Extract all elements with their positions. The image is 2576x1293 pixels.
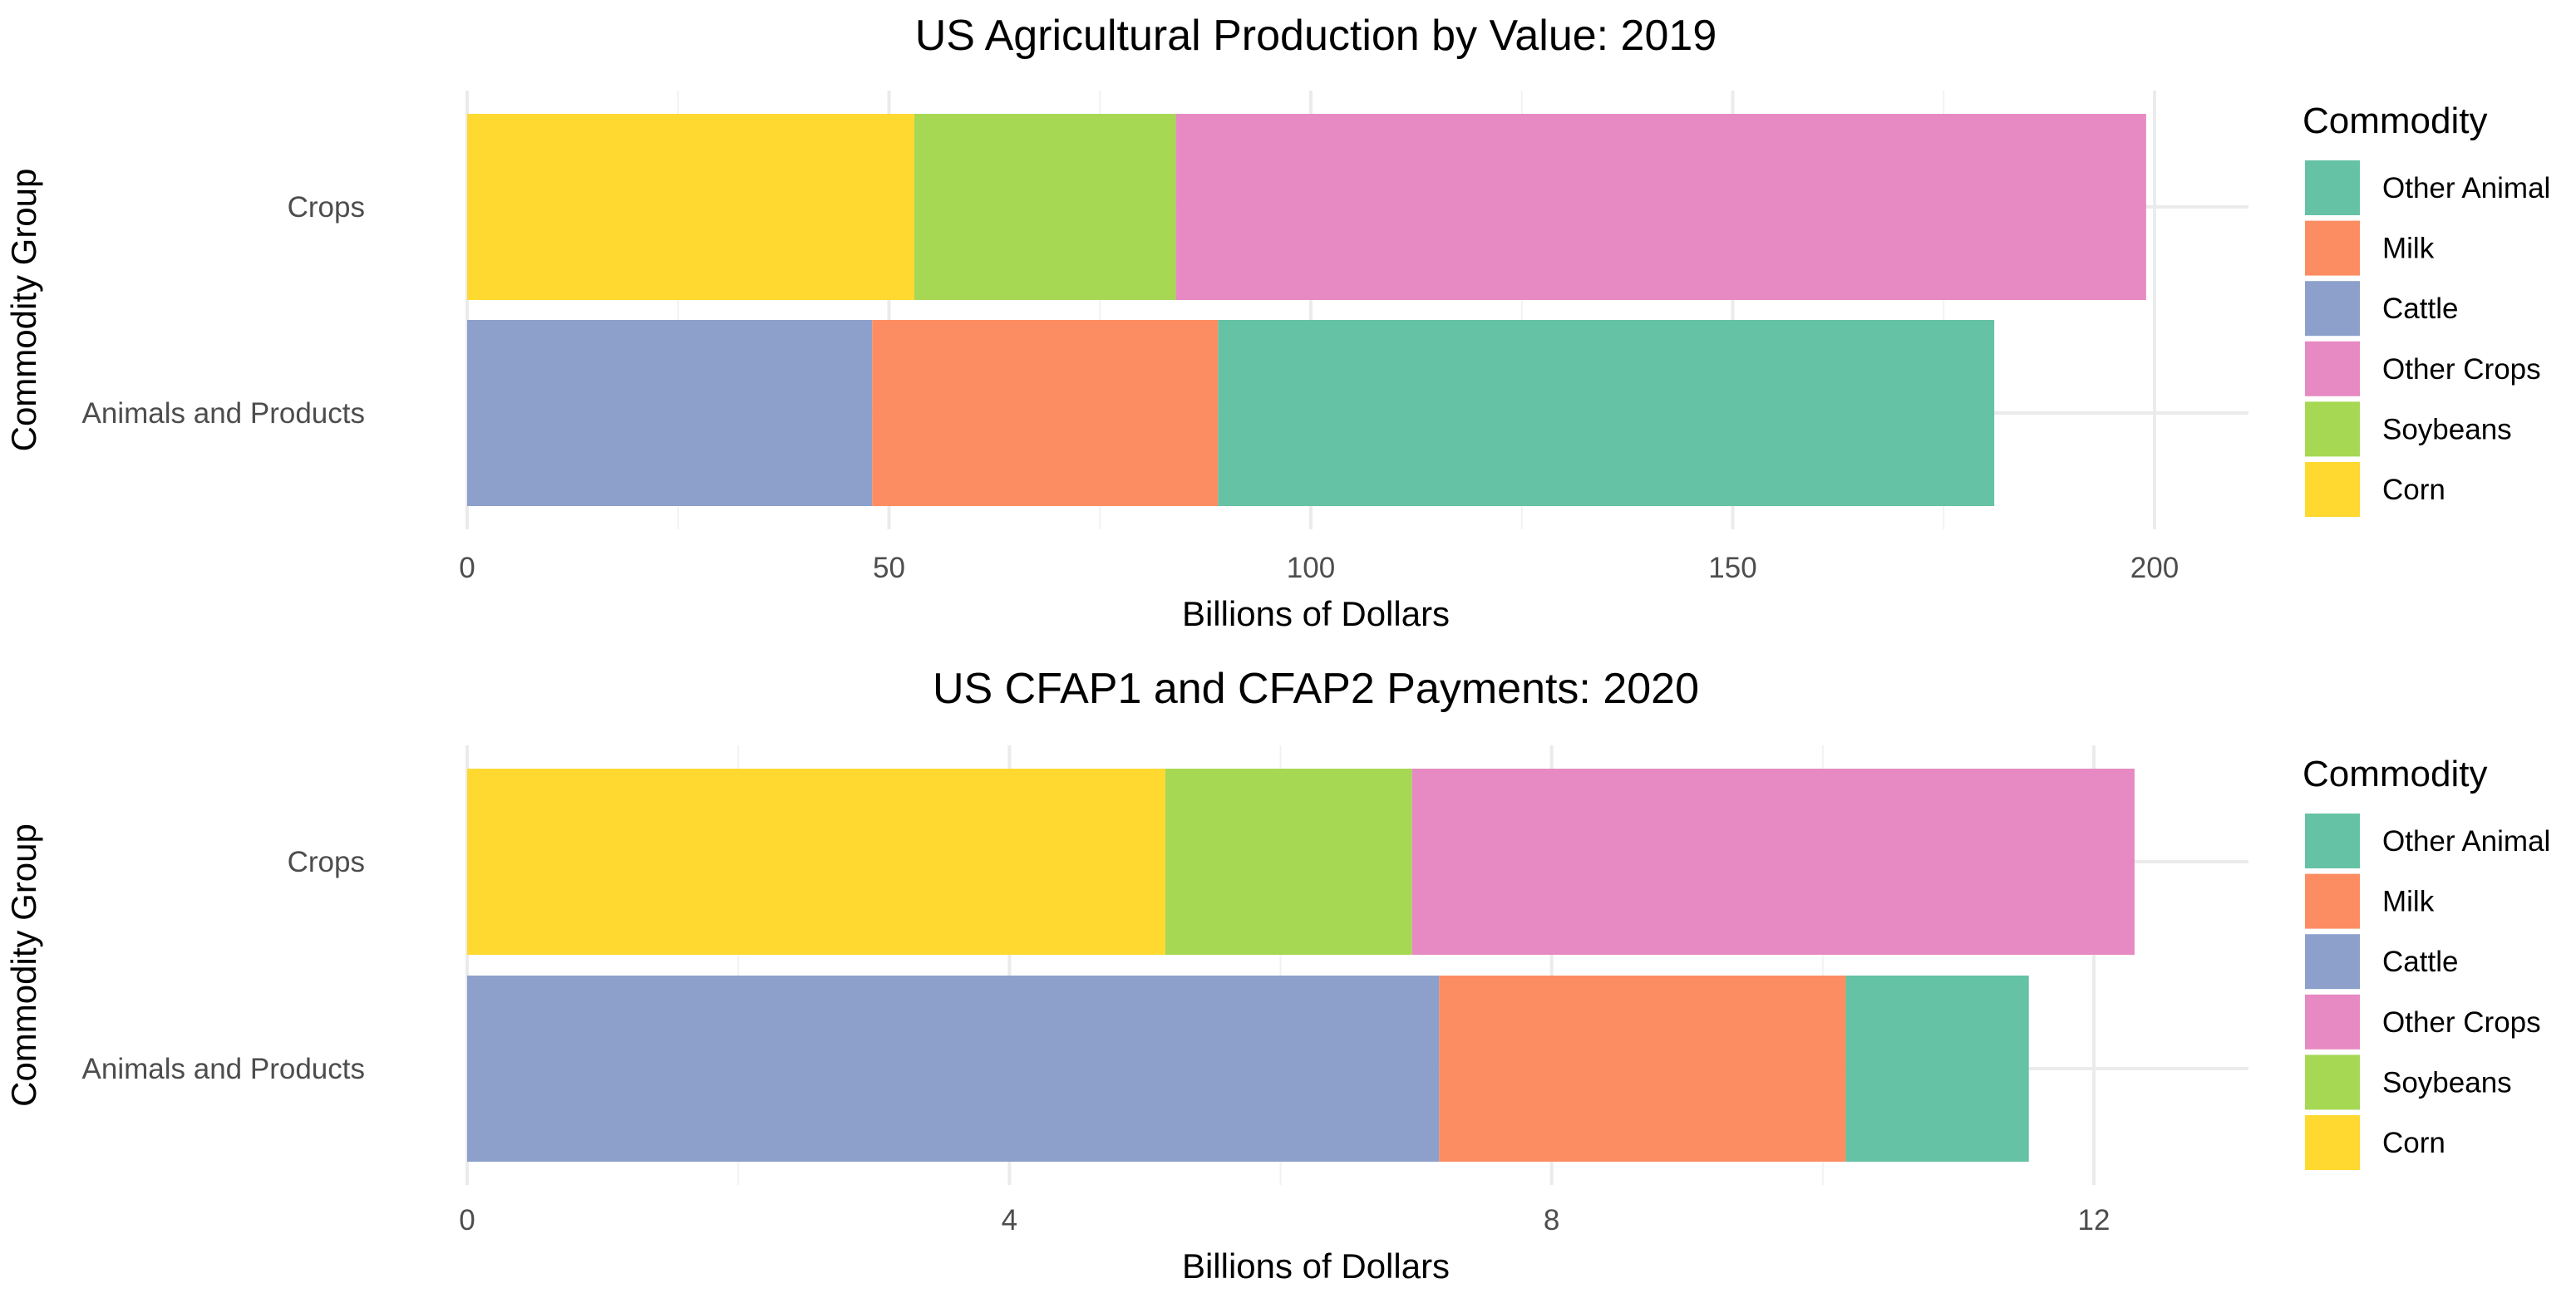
legend-title: Commodity — [2303, 754, 2488, 794]
y-axis-title: Commodity Group — [4, 169, 43, 452]
bar-animals-and-products-cattle — [467, 320, 873, 506]
legend-label-soybeans: Soybeans — [2382, 413, 2512, 445]
x-tick-label: 8 — [1544, 1204, 1559, 1236]
bar-animals-and-products-milk — [1439, 976, 1846, 1162]
chart-panel-payments: Crops Animals and Products 0 4 8 12 US CFAP1 a… — [4, 665, 2550, 1286]
chart-panel-production: Crops Animals and Products 0 50 100 150 200 US … — [4, 12, 2550, 633]
bar-crops-soybeans — [1165, 769, 1412, 955]
x-tick-label: 0 — [459, 1204, 475, 1236]
bar-animals-and-products-other-animal — [1218, 320, 1995, 506]
legend-label-cattle: Cattle — [2382, 293, 2458, 325]
x-tick-label: 100 — [1287, 552, 1335, 584]
chart-title: US CFAP1 and CFAP2 Payments: 2020 — [933, 665, 1699, 713]
bar-crops-corn — [467, 114, 914, 300]
bar-animals-and-products-other-animal — [1845, 976, 2029, 1162]
y-tick-label: Animals and Products — [82, 1053, 365, 1085]
y-tick-label: Animals and Products — [82, 397, 365, 430]
bar-crops-other-crops — [1175, 114, 2146, 300]
x-axis-title: Billions of Dollars — [1182, 594, 1450, 633]
legend: Commodity Other Animal Milk Cattle Other Cro… — [2303, 754, 2550, 1170]
x-tick-label: 50 — [873, 552, 905, 584]
legend-swatch-other-animal — [2305, 814, 2360, 868]
legend-label-milk: Milk — [2382, 233, 2435, 265]
bar-crops-soybeans — [914, 114, 1176, 300]
legend-title: Commodity — [2303, 101, 2488, 141]
legend: Commodity Other Animal Milk Cattle Other Cro… — [2303, 101, 2550, 517]
legend-swatch-cattle — [2305, 281, 2360, 337]
legend-swatch-corn — [2305, 1115, 2360, 1170]
x-tick-label: 200 — [2130, 552, 2179, 584]
y-tick-label: Crops — [288, 846, 365, 878]
legend-swatch-cattle — [2305, 934, 2360, 990]
chart-title: US Agricultural Production by Value: 201… — [915, 12, 1717, 60]
bar-crops-other-crops — [1411, 769, 2135, 955]
legend-label-other-crops: Other Crops — [2382, 1006, 2541, 1039]
x-axis-title: Billions of Dollars — [1182, 1246, 1450, 1286]
x-tick-label: 4 — [1002, 1204, 1017, 1236]
legend-swatch-other-crops — [2305, 994, 2360, 1050]
legend-label-other-crops: Other Crops — [2382, 353, 2541, 386]
legend-swatch-soybeans — [2305, 1055, 2360, 1110]
legend-label-soybeans: Soybeans — [2382, 1066, 2512, 1099]
x-tick-label: 12 — [2078, 1204, 2111, 1236]
legend-swatch-other-animal — [2305, 160, 2360, 215]
legend-swatch-corn — [2305, 462, 2360, 517]
legend-label-corn: Corn — [2382, 1127, 2445, 1159]
y-axis-title: Commodity Group — [4, 823, 43, 1107]
x-tick-label: 150 — [1708, 552, 1756, 584]
legend-label-milk: Milk — [2382, 886, 2435, 918]
legend-swatch-milk — [2305, 220, 2360, 276]
legend-swatch-other-crops — [2305, 341, 2360, 396]
legend-swatch-soybeans — [2305, 401, 2360, 457]
x-tick-label: 0 — [459, 552, 475, 584]
bar-animals-and-products-milk — [872, 320, 1219, 506]
legend-label-other-animal: Other Animal — [2382, 825, 2550, 858]
legend-swatch-milk — [2305, 873, 2360, 929]
bar-crops-corn — [467, 769, 1165, 955]
bar-animals-and-products-cattle — [467, 976, 1440, 1162]
legend-label-other-animal: Other Animal — [2382, 172, 2550, 204]
legend-label-corn: Corn — [2382, 474, 2445, 506]
legend-label-cattle: Cattle — [2382, 946, 2458, 978]
y-tick-label: Crops — [288, 191, 365, 224]
